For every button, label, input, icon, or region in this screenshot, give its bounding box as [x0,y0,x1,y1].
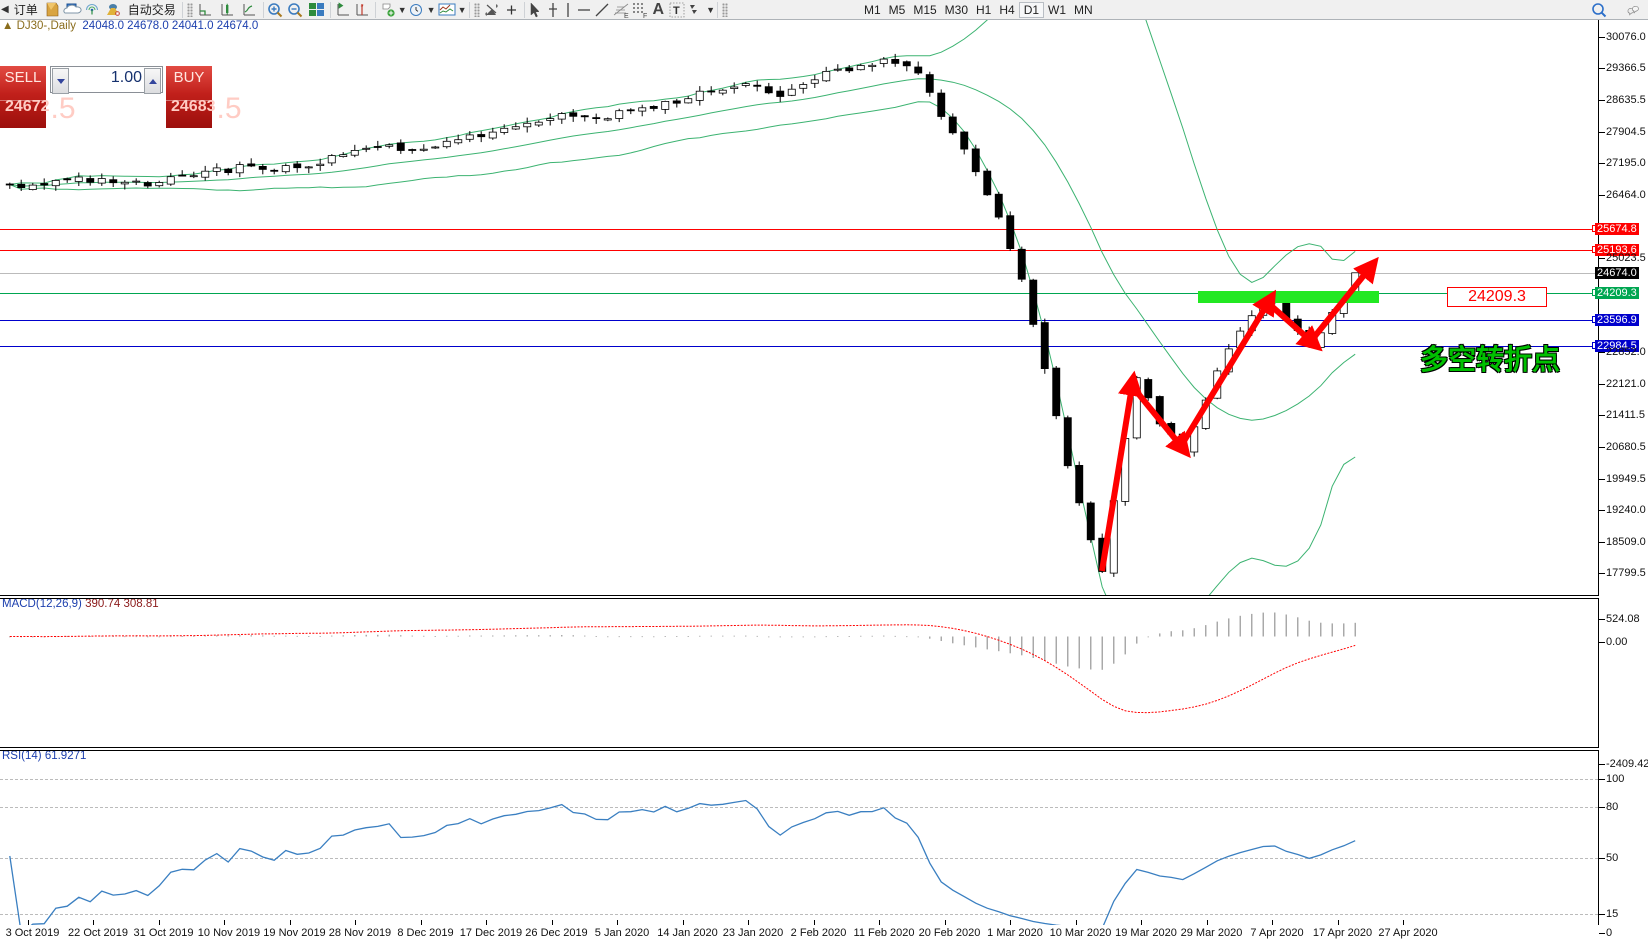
svg-text:E: E [624,13,629,19]
svg-text:T: T [673,5,680,17]
svg-text:F: F [643,13,647,19]
